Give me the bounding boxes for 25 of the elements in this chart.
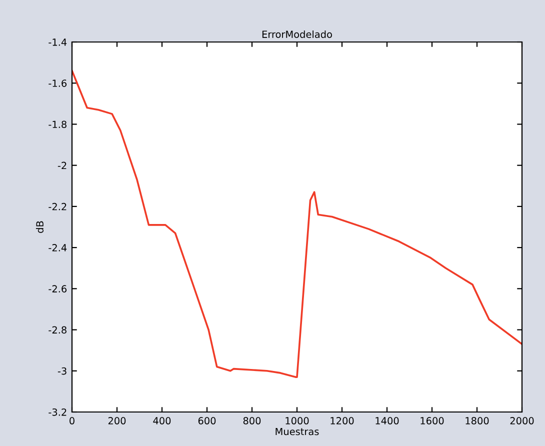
x-tick-label: 1800 (466, 417, 489, 424)
x-tick-label: 200 (108, 417, 126, 424)
x-tick-label: 400 (153, 417, 171, 424)
x-axis-title: Muestras (276, 428, 319, 436)
y-tick-label: -1.8 (48, 120, 66, 128)
y-tick-label: -2 (58, 162, 66, 170)
x-tick-label: 1600 (420, 417, 444, 424)
y-tick-label: -2.6 (48, 285, 67, 292)
y-tick-label: -3 (58, 367, 66, 375)
y-tick-label: -3.2 (48, 408, 66, 416)
y-tick-label: -1.6 (48, 80, 67, 87)
chart-title: ErrorModelado (262, 30, 332, 38)
x-tick-label: 1200 (330, 417, 354, 424)
x-tick-label: 0 (70, 417, 74, 424)
x-tick-label: 800 (243, 417, 261, 424)
y-tick-label: -2.8 (48, 326, 66, 334)
x-tick-label: 1400 (376, 417, 399, 424)
y-tick-label: -2.2 (48, 202, 66, 210)
y-tick-label: -2.4 (48, 244, 67, 252)
x-tick-label: 2000 (510, 417, 534, 424)
y-tick-label: -1.4 (48, 38, 67, 46)
x-tick-label: 600 (198, 417, 216, 424)
x-tick-label: 1000 (286, 417, 309, 424)
line-series (72, 70, 522, 378)
y-axis-title: dB (36, 221, 44, 233)
